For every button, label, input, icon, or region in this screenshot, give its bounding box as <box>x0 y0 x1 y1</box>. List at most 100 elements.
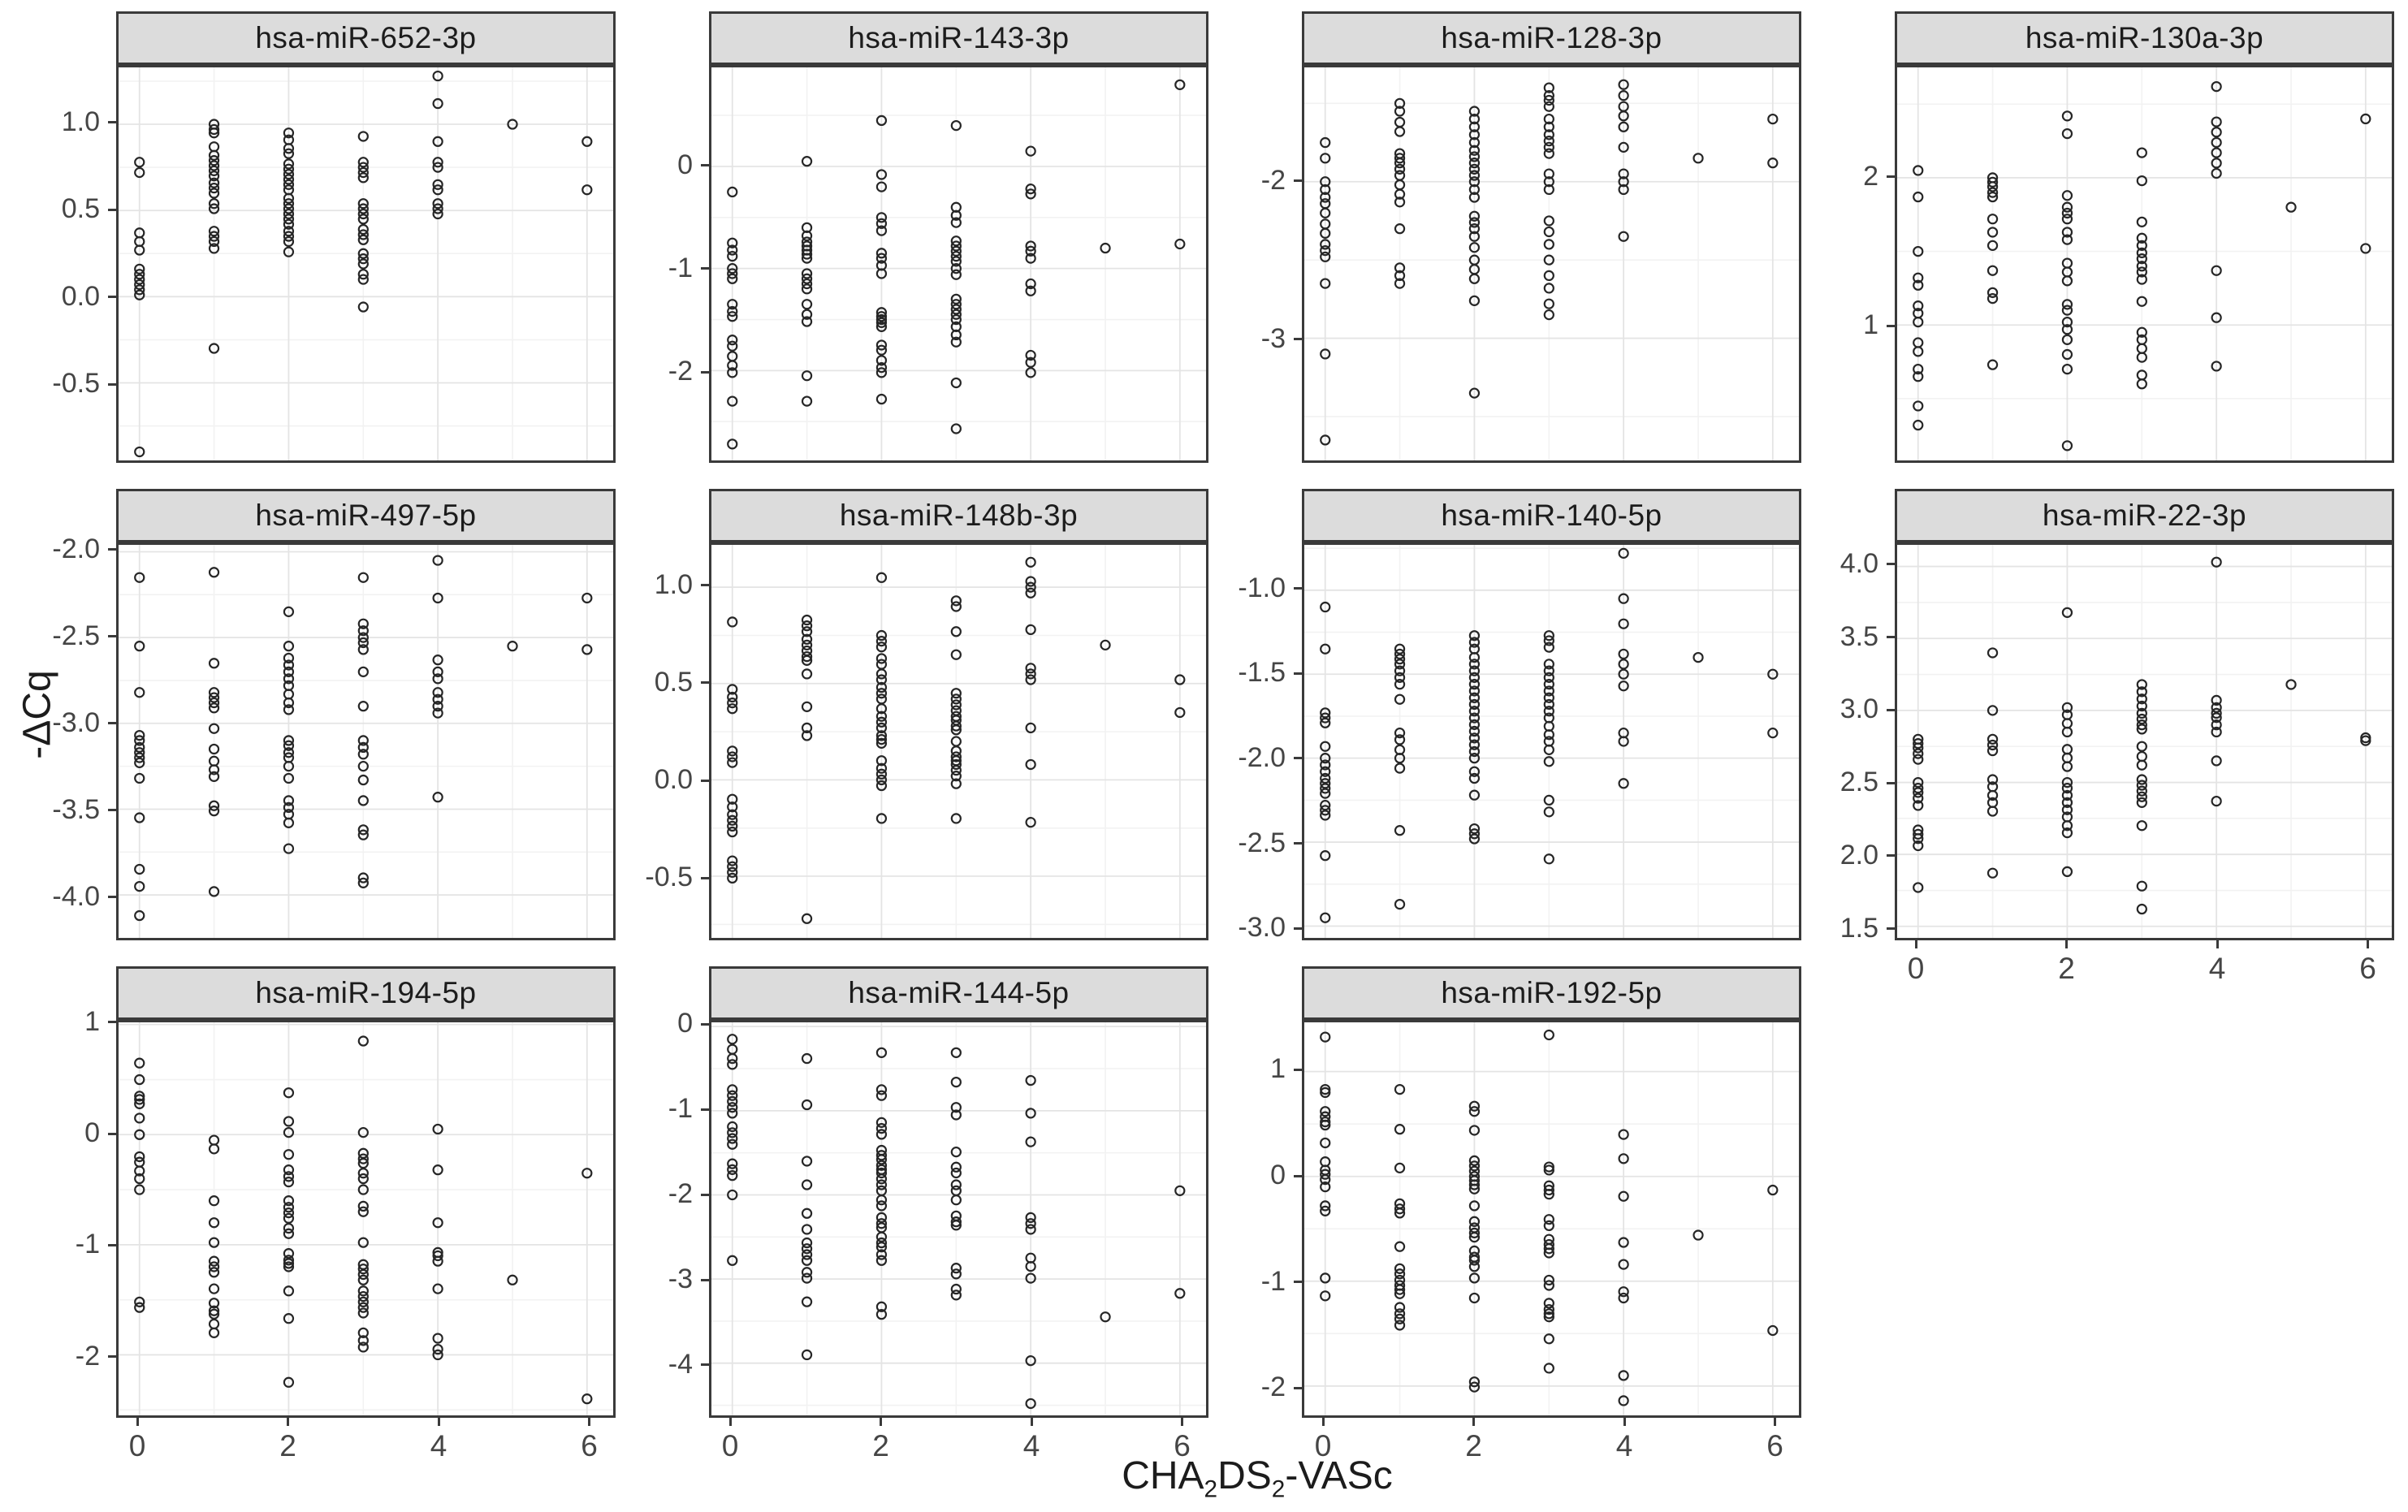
data-point <box>727 793 738 805</box>
data-point <box>1320 1205 1331 1216</box>
data-point <box>1618 593 1629 604</box>
data-point <box>1025 1212 1036 1224</box>
data-point <box>2061 348 2073 361</box>
data-point <box>1913 742 1924 754</box>
data-point <box>1320 348 1331 360</box>
data-point <box>1543 794 1554 806</box>
data-point <box>950 778 962 789</box>
data-point <box>2136 774 2147 785</box>
data-point <box>1986 181 1999 192</box>
data-point <box>727 1164 738 1175</box>
y-tick-label: -2 <box>668 1178 693 1210</box>
data-point <box>283 843 295 854</box>
facet-strip: hsa-miR-22-3p <box>1895 489 2394 542</box>
data-point <box>1320 850 1331 862</box>
data-point <box>1468 692 1481 703</box>
data-point <box>283 214 295 225</box>
facet-hsa-miR-144-5p: hsa-miR-144-5p 0 -1 -2 -3 -4 0 2 4 6 <box>616 966 1208 1462</box>
data-point <box>432 1343 443 1355</box>
data-point <box>357 1035 369 1047</box>
data-point <box>357 741 369 754</box>
facet-title: hsa-miR-143-3p <box>848 21 1070 54</box>
data-point <box>875 313 888 326</box>
x-axis-title-segment: -VASc <box>1285 1454 1393 1497</box>
data-point <box>357 572 369 583</box>
data-point <box>1025 278 1036 290</box>
data-point <box>1913 316 1924 328</box>
data-point <box>1320 805 1331 816</box>
data-point <box>2061 214 2073 225</box>
data-points <box>1320 79 1779 446</box>
facet-strip: hsa-miR-128-3p <box>1302 11 1801 65</box>
x-tick-label: 6 <box>1766 1429 1783 1462</box>
data-point <box>208 771 220 782</box>
data-point <box>950 235 962 247</box>
data-point <box>801 1156 813 1167</box>
data-point <box>1468 242 1481 253</box>
data-point <box>950 1290 962 1301</box>
data-point <box>357 253 369 265</box>
data-point <box>801 650 813 663</box>
data-point <box>950 751 962 762</box>
data-point <box>875 1212 888 1224</box>
data-point <box>801 1243 813 1255</box>
y-tick-label: -2 <box>668 356 693 387</box>
data-point <box>134 284 145 296</box>
data-point <box>727 186 738 198</box>
data-point <box>357 877 369 888</box>
data-point <box>2136 880 2147 892</box>
data-point <box>2061 207 2073 219</box>
data-point <box>357 248 369 259</box>
data-point <box>727 299 738 310</box>
data-point <box>2211 80 2222 93</box>
data-point <box>2136 759 2147 771</box>
data-point <box>1913 782 1924 794</box>
data-point <box>1320 800 1331 811</box>
data-point <box>875 674 888 685</box>
y-tick-mark <box>1294 179 1302 182</box>
data-point <box>950 304 962 315</box>
data-point <box>1320 643 1331 654</box>
data-point <box>432 707 443 719</box>
data-point <box>1543 270 1554 282</box>
x-axis: 0 2 4 6 <box>709 1418 1208 1462</box>
data-point <box>2211 556 2222 568</box>
data-point <box>801 278 813 290</box>
data-point <box>1320 1181 1331 1193</box>
data-point <box>1468 679 1481 690</box>
data-point <box>1320 1119 1331 1131</box>
data-point <box>950 250 962 262</box>
data-point <box>507 1274 518 1285</box>
data-point <box>134 1165 145 1177</box>
y-tick-mark <box>701 1108 709 1111</box>
data-point <box>727 273 738 284</box>
data-point <box>950 758 962 771</box>
data-point <box>727 1121 738 1133</box>
data-point <box>1618 231 1629 242</box>
data-point <box>208 692 220 703</box>
data-point <box>2211 116 2222 127</box>
data-point <box>357 1285 369 1297</box>
grid-major <box>711 1022 1206 1415</box>
data-point <box>134 752 145 763</box>
data-point <box>1468 1376 1481 1388</box>
data-point <box>1025 758 1036 771</box>
facet-strip: hsa-miR-130a-3p <box>1895 11 2394 65</box>
data-point <box>134 729 145 741</box>
data-point <box>727 1138 738 1150</box>
x-tick-label: 6 <box>581 1429 598 1462</box>
data-point <box>1394 643 1406 654</box>
data-point <box>1618 121 1629 132</box>
facet-hsa-miR-148b-3p: hsa-miR-148b-3p 1.0 0.5 0.0 -0.5 <box>616 489 1208 983</box>
data-point <box>727 861 738 872</box>
data-point <box>875 730 888 741</box>
grid-major <box>119 545 613 938</box>
x-tick-label: 0 <box>1314 1429 1332 1462</box>
x-tick-mark <box>1030 1418 1033 1426</box>
data-point <box>1618 1153 1629 1164</box>
data-point <box>2136 175 2147 187</box>
data-point <box>875 1231 888 1242</box>
plot-panel <box>116 1020 616 1418</box>
data-point <box>801 230 813 242</box>
data-point <box>1618 141 1629 153</box>
